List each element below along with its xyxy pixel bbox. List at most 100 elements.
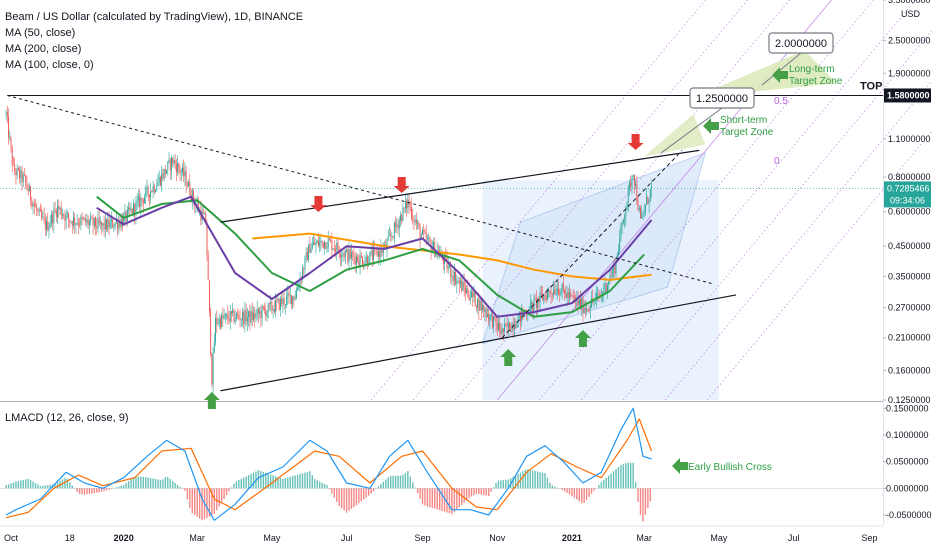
candle-body [567, 292, 569, 298]
macd-histogram-bar [615, 469, 617, 489]
candle-body [404, 201, 406, 209]
candle-body [38, 209, 40, 212]
candle-body [647, 196, 649, 204]
macd-tick-label: 0.0500000 [886, 457, 929, 467]
short-zone-label-1: Short-term [720, 115, 767, 126]
candle-body [342, 253, 344, 255]
candle-body [240, 319, 242, 321]
candle-body [133, 203, 134, 214]
macd-histogram-bar [56, 482, 59, 489]
time-tick-label: Mar [189, 533, 205, 543]
macd-histogram-bar [563, 488, 566, 492]
candle-body [60, 207, 62, 216]
candle-body [227, 313, 229, 319]
candle-body [497, 323, 499, 330]
candle-body [262, 306, 264, 309]
macd-histogram-bar [208, 488, 211, 517]
candle-body [555, 292, 557, 295]
candle-body [483, 304, 485, 312]
candle-body [259, 311, 261, 314]
macd-histogram-bar [218, 488, 220, 507]
macd-histogram-bar [576, 488, 578, 500]
candle-body [186, 185, 188, 187]
candle-body [178, 163, 180, 170]
candle-body [59, 207, 61, 210]
candle-body [260, 311, 262, 319]
macd-histogram-bar [292, 476, 294, 489]
macd-histogram-bar [421, 488, 424, 505]
candle-body [546, 292, 548, 300]
candle-body [221, 314, 223, 328]
macd-histogram-bar [105, 488, 108, 491]
candle-body [159, 176, 161, 186]
candle-body [112, 219, 114, 228]
candle-body [250, 311, 252, 323]
candle-body [55, 210, 57, 218]
candle-body [161, 173, 163, 186]
candle-body [357, 256, 359, 262]
candle-body [255, 313, 257, 318]
macd-histogram-bar [434, 488, 436, 509]
candle-body [489, 314, 491, 321]
candle-body [62, 215, 63, 216]
candle-body [605, 282, 607, 292]
macd-histogram-bar [534, 471, 536, 489]
macd-histogram-bar [282, 479, 284, 489]
candle-body [256, 308, 258, 314]
candle-body [283, 298, 285, 306]
callout-text: 1.2500000 [696, 93, 748, 105]
candle-body [106, 219, 107, 230]
candle-body [624, 217, 626, 220]
macd-histogram-bar [338, 488, 340, 506]
macd-histogram-bar [438, 488, 441, 511]
long-zone-label-2: Target Zone [789, 76, 843, 87]
macd-histogram-bar [15, 481, 17, 489]
macd-histogram-bar [32, 481, 34, 489]
candle-body [529, 303, 531, 315]
candle-body [632, 175, 634, 178]
candle-body [303, 269, 305, 270]
macd-histogram-bar [443, 488, 446, 512]
macd-histogram-bar [318, 481, 321, 489]
macd-histogram-bar [132, 477, 135, 489]
macd-histogram-bar [162, 479, 164, 489]
candle-body [268, 303, 270, 304]
candle-body [124, 211, 126, 217]
candle-body [569, 292, 570, 298]
candle-body [422, 230, 423, 235]
candle-body [611, 270, 613, 277]
macd-histogram-bar [230, 487, 233, 489]
candle-body [510, 330, 512, 332]
candle-body [467, 288, 469, 296]
candle-body [48, 226, 50, 231]
macd-histogram-bar [375, 488, 377, 489]
candle-body [397, 224, 399, 229]
candle-body [289, 294, 291, 296]
macd-histogram-bar [340, 488, 343, 509]
macd-histogram-bar [561, 488, 563, 490]
macd-histogram-bar [532, 470, 534, 489]
candle-body [507, 322, 509, 328]
candle-body [640, 208, 641, 219]
macd-histogram-bar [296, 474, 299, 489]
candle-body [150, 191, 152, 198]
candle-body [473, 292, 475, 298]
candle-body [622, 219, 624, 224]
bar-countdown: 09:34:06 [890, 195, 925, 205]
candle-body [610, 275, 612, 277]
macd-histogram-bar [64, 477, 66, 489]
candle-body [297, 288, 299, 291]
candle-body [309, 244, 311, 253]
price-tick-label: 0.1600000 [888, 365, 931, 375]
macd-histogram-bar [279, 478, 282, 489]
candle-body [532, 302, 534, 312]
candle-body [44, 218, 46, 230]
macd-histogram-bar [392, 475, 394, 489]
candle-body [305, 252, 307, 258]
macd-histogram-bar [358, 488, 360, 504]
macd-histogram-bar [240, 478, 242, 489]
candle-body [452, 275, 454, 282]
